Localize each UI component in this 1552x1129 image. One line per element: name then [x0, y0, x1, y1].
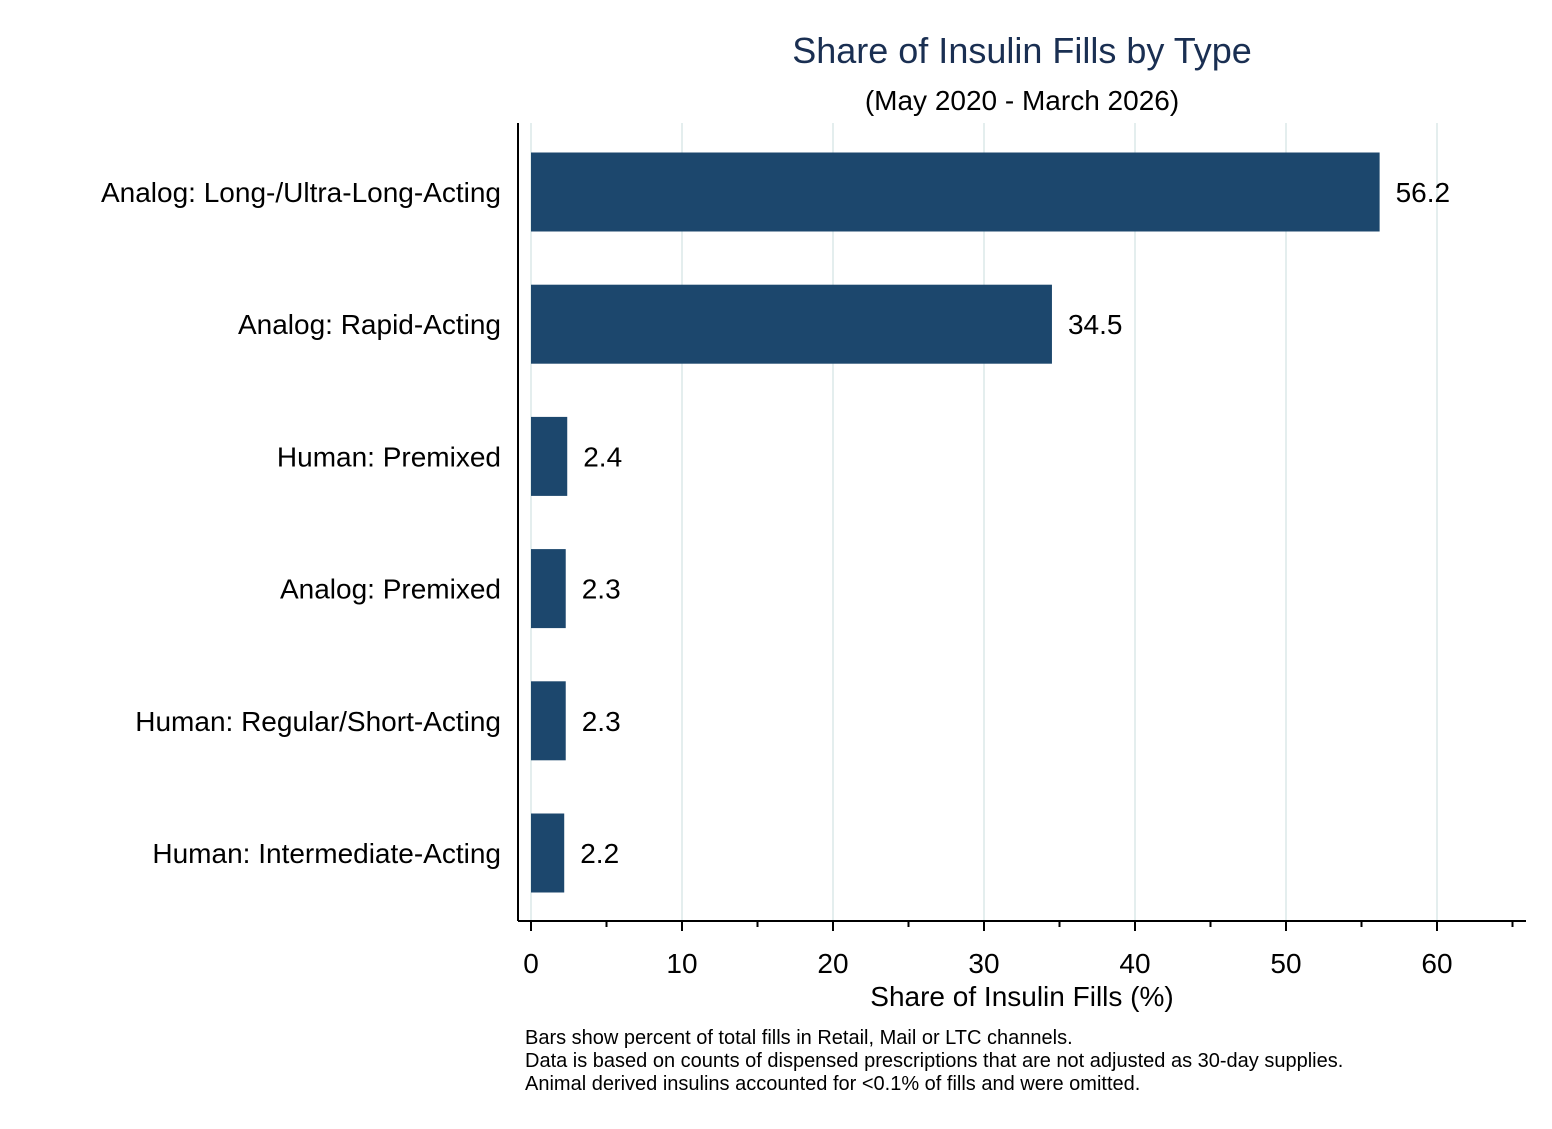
x-tick-label: 40: [1119, 948, 1150, 979]
chart-subtitle: (May 2020 - March 2026): [865, 85, 1179, 116]
y-tick-label: Analog: Premixed: [280, 574, 501, 605]
x-tick-label: 10: [666, 948, 697, 979]
data-label: 56.2: [1396, 177, 1451, 208]
bar: [531, 681, 566, 761]
x-tick-label: 20: [817, 948, 848, 979]
note-line: Data is based on counts of dispensed pre…: [525, 1050, 1344, 1072]
grid-layer: [530, 123, 1438, 921]
y-tick-label: Analog: Long-/Ultra-Long-Acting: [101, 177, 501, 208]
bar: [531, 284, 1052, 364]
data-label: 2.4: [583, 441, 622, 472]
bar: [531, 549, 566, 629]
x-tick-label: 30: [968, 948, 999, 979]
chart-notes: Bars show percent of total fills in Reta…: [525, 1027, 1343, 1096]
y-tick-label: Human: Regular/Short-Acting: [135, 706, 501, 737]
bar-layer: [531, 152, 1380, 893]
x-tick-label: 50: [1270, 948, 1301, 979]
data-label: 2.3: [582, 706, 621, 737]
bar: [531, 416, 568, 496]
y-tick-label: Human: Premixed: [277, 441, 501, 472]
note-line: Bars show percent of total fills in Reta…: [525, 1027, 1073, 1049]
data-label: 2.3: [582, 574, 621, 605]
data-label: 2.2: [580, 838, 619, 869]
label-layer: 56.2 Analog: Long-/Ultra-Long-Acting 34.5 A…: [101, 177, 1453, 979]
chart-title: Share of Insulin Fills by Type: [792, 30, 1252, 71]
axis-layer: [517, 123, 1526, 931]
y-tick-label: Analog: Rapid-Acting: [238, 309, 501, 340]
x-tick-label: 0: [523, 948, 539, 979]
data-label: 34.5: [1068, 309, 1123, 340]
x-tick-label: 60: [1421, 948, 1452, 979]
note-line: Animal derived insulins accounted for <0…: [525, 1073, 1141, 1095]
bar: [531, 813, 565, 893]
y-tick-label: Human: Intermediate-Acting: [152, 838, 501, 869]
bar: [531, 152, 1380, 232]
x-axis-title: Share of Insulin Fills (%): [870, 981, 1173, 1012]
